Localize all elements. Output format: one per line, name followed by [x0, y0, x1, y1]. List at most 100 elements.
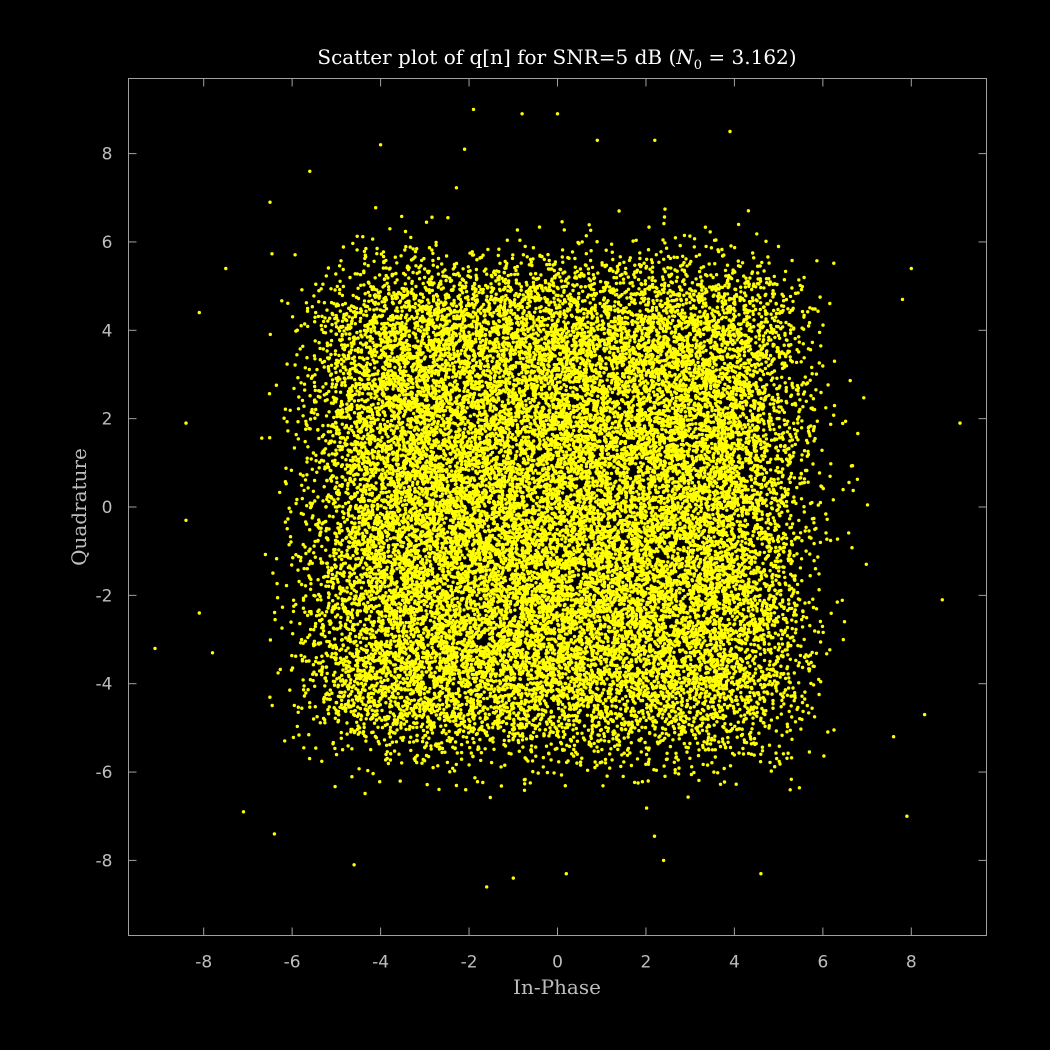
- scatter-point: [714, 238, 718, 242]
- scatter-point: [340, 550, 344, 554]
- scatter-point: [321, 282, 325, 286]
- scatter-point: [370, 708, 374, 712]
- scatter-point: [442, 521, 446, 525]
- scatter-point: [526, 454, 530, 459]
- scatter-point: [703, 601, 708, 606]
- scatter-point: [341, 284, 346, 289]
- scatter-point: [403, 273, 407, 277]
- scatter-point: [639, 750, 643, 754]
- scatter-point: [421, 728, 426, 733]
- scatter-point: [571, 288, 575, 293]
- scatter-point: [792, 639, 796, 643]
- scatter-point: [358, 329, 363, 333]
- scatter-point: [782, 691, 786, 695]
- scatter-point: [665, 552, 669, 556]
- scatter-point: [743, 311, 747, 315]
- scatter-point: [773, 588, 777, 592]
- scatter-point: [525, 355, 529, 360]
- scatter-point: [682, 293, 686, 297]
- scatter-point: [542, 327, 546, 332]
- scatter-point: [527, 397, 531, 401]
- scatter-point: [718, 545, 722, 550]
- scatter-point: [338, 369, 343, 373]
- scatter-point: [547, 734, 551, 738]
- scatter-point: [788, 331, 793, 335]
- scatter-point: [397, 752, 401, 756]
- scatter-point: [748, 373, 753, 377]
- scatter-point: [454, 261, 459, 266]
- scatter-point: [744, 415, 749, 420]
- scatter-point: [813, 629, 817, 633]
- scatter-point: [346, 453, 350, 457]
- scatter-point: [324, 610, 329, 614]
- scatter-point: [773, 631, 778, 635]
- scatter-point: [772, 623, 777, 628]
- scatter-point: [463, 505, 467, 509]
- scatter-point: [413, 758, 417, 763]
- scatter-point: [286, 517, 290, 521]
- scatter-point: [585, 768, 590, 772]
- scatter-point: [316, 578, 320, 582]
- scatter-point: [586, 657, 590, 662]
- scatter-point: [684, 297, 689, 302]
- scatter-point: [674, 327, 678, 331]
- scatter-point: [705, 763, 710, 767]
- scatter-point: [513, 569, 518, 573]
- scatter-point: [693, 289, 697, 293]
- scatter-point: [482, 314, 486, 318]
- scatter-point: [310, 305, 314, 309]
- scatter-point: [502, 467, 506, 471]
- scatter-point: [377, 397, 381, 402]
- scatter-point: [545, 461, 549, 466]
- scatter-point: [486, 247, 490, 252]
- scatter-point: [663, 774, 667, 778]
- scatter-point: [788, 480, 792, 485]
- scatter-point: [521, 745, 525, 749]
- scatter-point: [716, 521, 720, 525]
- scatter-point: [294, 432, 298, 437]
- scatter-point: [597, 323, 601, 327]
- title-math-sub: 0: [694, 58, 702, 73]
- scatter-point: [681, 588, 686, 593]
- scatter-point: [514, 278, 518, 282]
- scatter-point: [510, 723, 514, 727]
- scatter-point: [804, 525, 808, 529]
- scatter-point: [424, 554, 428, 559]
- scatter-point: [739, 290, 743, 294]
- scatter-point: [801, 405, 805, 409]
- scatter-point: [601, 784, 605, 788]
- scatter-point: [483, 712, 487, 716]
- scatter-point: [674, 399, 678, 403]
- scatter-point: [783, 676, 788, 681]
- scatter-point: [368, 632, 372, 636]
- scatter-point: [769, 490, 773, 494]
- scatter-point: [810, 340, 815, 345]
- scatter-point: [437, 787, 441, 792]
- scatter-point: [780, 642, 785, 646]
- scatter-point: [645, 257, 649, 261]
- scatter-point: [587, 277, 591, 281]
- scatter-point: [776, 477, 780, 481]
- scatter-point: [325, 671, 329, 676]
- scatter-point: [798, 482, 802, 486]
- scatter-point: [606, 639, 610, 644]
- scatter-point: [635, 489, 639, 494]
- scatter-point: [788, 294, 793, 299]
- scatter-point: [758, 344, 762, 348]
- scatter-point: [684, 257, 688, 261]
- scatter-point: [817, 471, 822, 475]
- scatter-point: [494, 292, 498, 296]
- scatter-point: [756, 536, 760, 541]
- scatter-point: [415, 621, 420, 625]
- scatter-point: [676, 669, 680, 673]
- scatter-point: [529, 668, 534, 672]
- scatter-point: [363, 262, 367, 266]
- scatter-point: [506, 398, 510, 402]
- scatter-point: [640, 391, 644, 396]
- scatter-point: [757, 337, 761, 341]
- scatter-point: [675, 583, 679, 587]
- scatter-point: [638, 251, 642, 255]
- scatter-point: [746, 606, 751, 610]
- scatter-point: [280, 299, 284, 303]
